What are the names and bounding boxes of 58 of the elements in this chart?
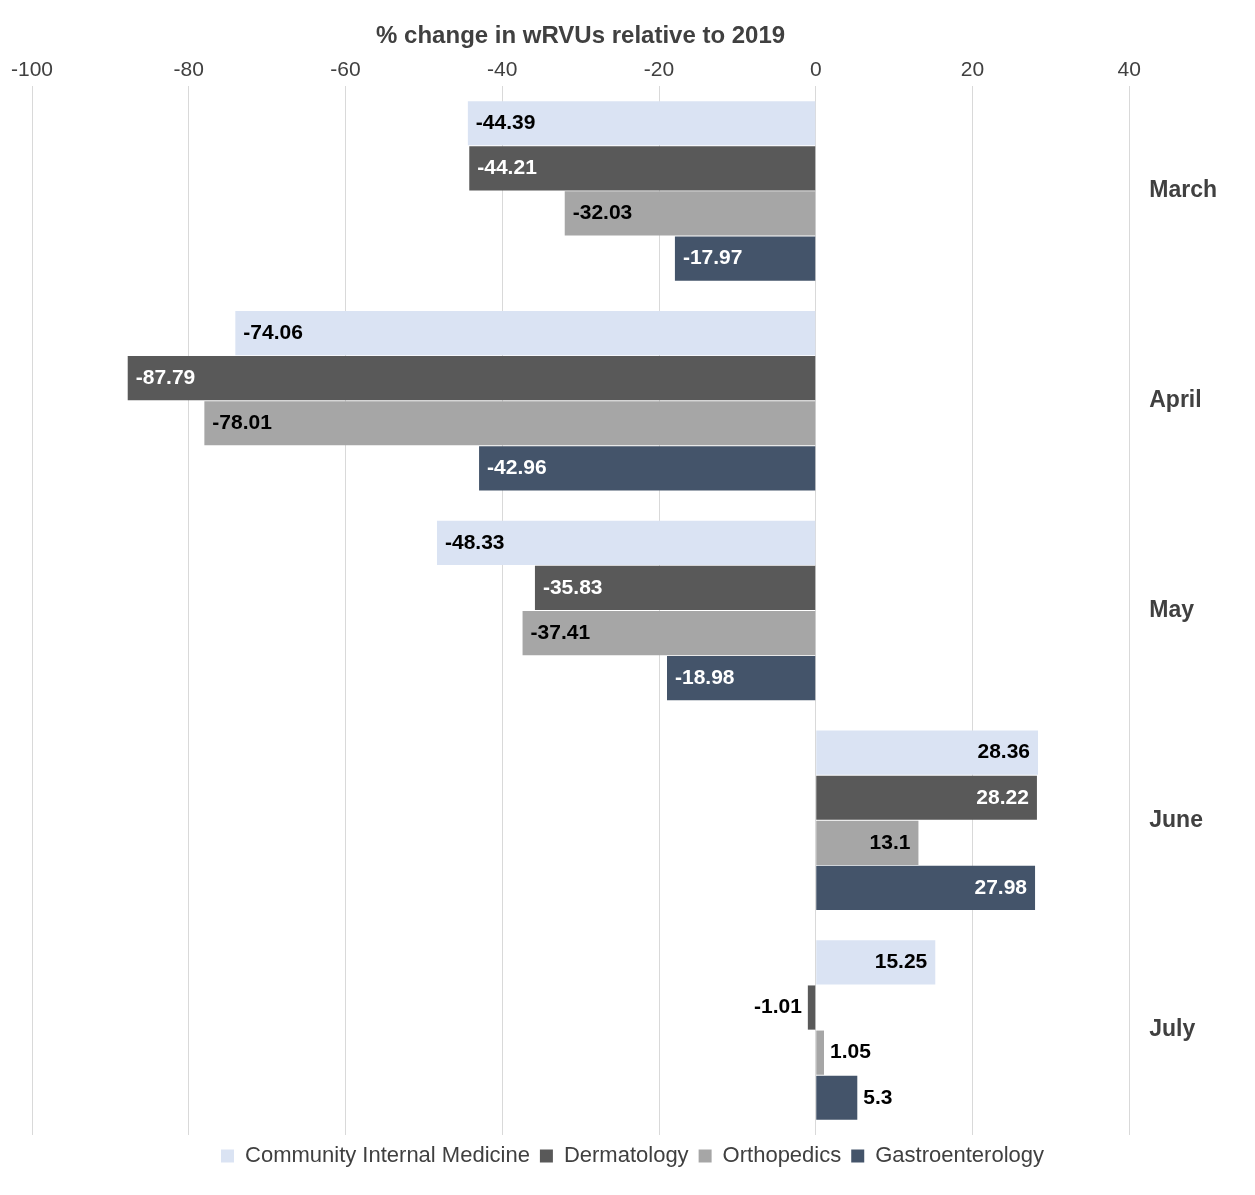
data-label: 1.05 [829, 1039, 872, 1063]
bar [816, 775, 1037, 820]
bar [816, 1030, 824, 1075]
data-label: -44.21 [477, 155, 538, 179]
x-tick-label: -60 [330, 57, 361, 81]
bar [469, 146, 816, 191]
y-tick-label: March [1149, 176, 1218, 203]
bar [674, 236, 816, 281]
data-label: -37.41 [530, 619, 591, 643]
y-tick-label: July [1149, 1015, 1196, 1042]
data-label: -78.01 [212, 410, 273, 434]
bar [816, 1075, 858, 1120]
bar [816, 820, 919, 865]
x-tick-label: 40 [1117, 57, 1141, 81]
x-tick-label: -20 [643, 57, 675, 81]
bar [807, 985, 816, 1030]
x-tick-label: -40 [487, 57, 518, 81]
bar [235, 310, 816, 356]
data-label: 5.3 [863, 1084, 893, 1108]
bar [522, 610, 816, 656]
x-tick-label: -80 [173, 57, 204, 81]
bar [127, 356, 816, 401]
legend-label: Orthopedics [722, 1142, 842, 1168]
data-label: 15.25 [874, 949, 928, 973]
x-axis-title: % change in wRVUs relative to 2019 [376, 21, 786, 49]
data-label: 28.36 [977, 739, 1031, 763]
legend-label: Gastroenterology [875, 1142, 1044, 1168]
data-label: 28.22 [976, 784, 1029, 808]
data-label: -87.79 [135, 364, 196, 388]
bar [564, 191, 816, 236]
data-label: -35.83 [542, 574, 603, 598]
bar [816, 940, 936, 985]
data-label: -44.39 [475, 110, 536, 134]
bar [667, 656, 816, 701]
legend-label: Community Internal Medicine [245, 1142, 530, 1168]
legend-label: Dermatology [563, 1142, 689, 1168]
x-tick-label: 20 [960, 57, 985, 81]
bar [816, 730, 1039, 775]
data-label: -32.03 [572, 200, 633, 224]
data-label: -1.01 [753, 994, 803, 1018]
data-label: -18.98 [675, 664, 735, 688]
data-label: -74.06 [243, 319, 303, 343]
y-tick-label: May [1149, 595, 1195, 622]
bar [534, 565, 816, 611]
x-tick-label: -100 [11, 57, 54, 81]
data-label: 13.1 [869, 829, 911, 853]
bar [816, 865, 1036, 911]
bar [467, 101, 816, 146]
y-tick-label: April [1149, 386, 1202, 413]
bar [204, 401, 816, 446]
y-tick-label: June [1149, 805, 1203, 832]
data-label: -17.97 [682, 245, 743, 269]
bar [436, 520, 816, 565]
bar [479, 446, 816, 491]
x-tick-label: 0 [809, 57, 822, 81]
data-label: -48.33 [444, 529, 505, 553]
data-label: -42.96 [487, 455, 547, 479]
data-label: 27.98 [974, 874, 1028, 898]
